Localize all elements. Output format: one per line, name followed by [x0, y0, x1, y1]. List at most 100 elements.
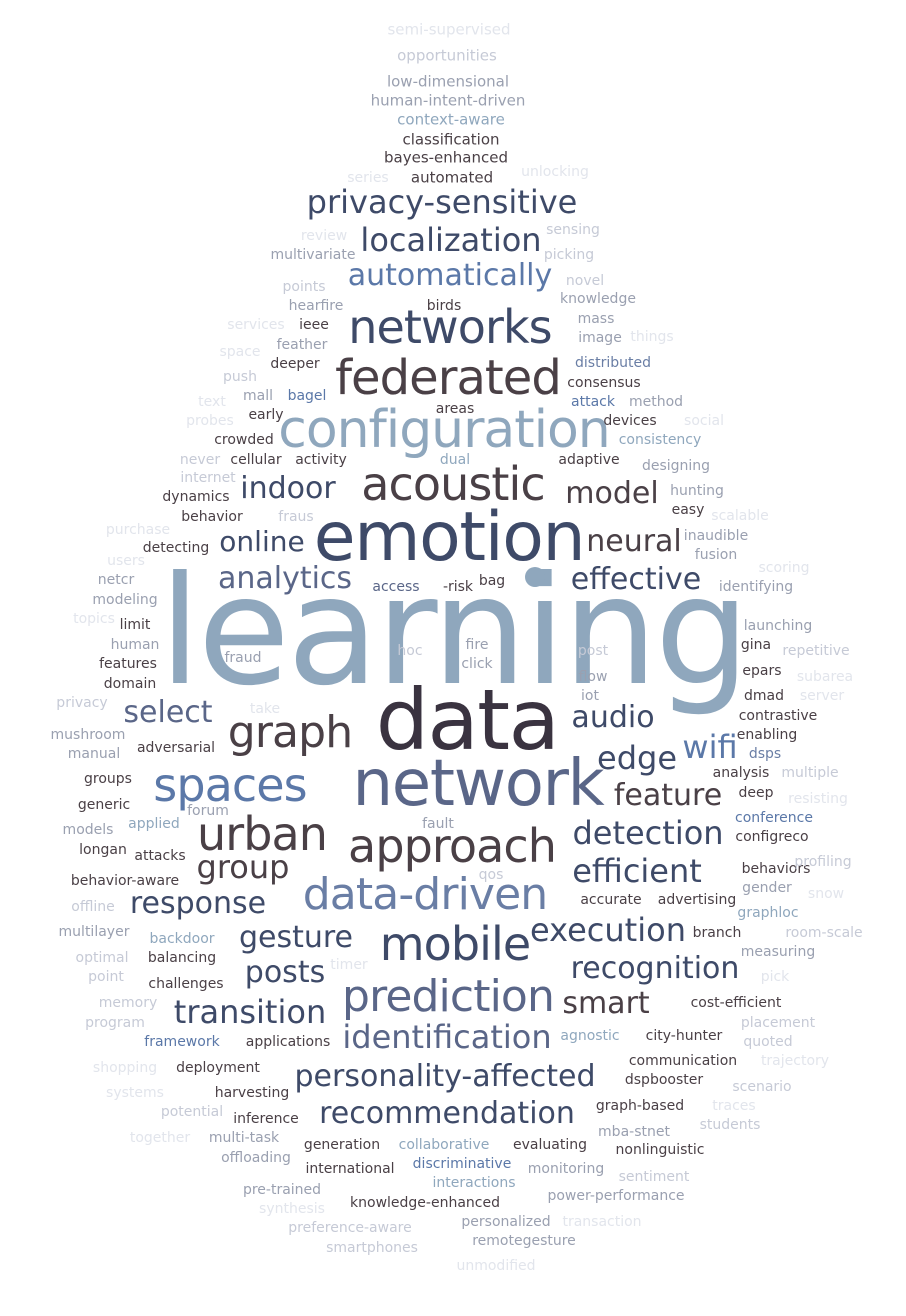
word-power-performance: power-performance — [547, 1188, 685, 1204]
word-human: human — [110, 637, 160, 653]
word-sentiment: sentiment — [618, 1169, 690, 1185]
word-potential: potential — [160, 1104, 224, 1120]
word-recommendation: recommendation — [319, 1096, 575, 1131]
word-effective: effective — [570, 562, 702, 597]
word-consistency: consistency — [618, 432, 702, 448]
word-scenario: scenario — [732, 1079, 792, 1095]
word-mba-stnet: mba-stnet — [598, 1124, 670, 1140]
word-risk: -risk — [442, 579, 474, 595]
word-things: things — [630, 329, 674, 345]
word-transition: transition — [173, 993, 327, 1031]
word-scalable: scalable — [711, 508, 769, 524]
word-discriminative: discriminative — [412, 1156, 512, 1172]
word-internet: internet — [180, 470, 236, 486]
word-posts: posts — [244, 955, 326, 990]
word-identification: identification — [342, 1018, 552, 1056]
word-challenges: challenges — [148, 976, 224, 992]
word-group: group — [196, 848, 290, 886]
word-localization: localization — [360, 221, 542, 259]
word-gina: gina — [740, 637, 772, 653]
word-collaborative: collaborative — [398, 1137, 490, 1153]
word-analysis: analysis — [712, 765, 770, 781]
word-image: image — [578, 330, 622, 346]
word-click: click — [461, 656, 493, 672]
word-features: features — [99, 656, 157, 672]
word-bag: bag — [478, 573, 506, 589]
word-unmodified: unmodified — [456, 1258, 536, 1274]
word-behaviors: behaviors — [741, 861, 811, 877]
word-graphloc: graphloc — [737, 905, 799, 921]
word-low-dimensional: low-dimensional — [386, 72, 510, 91]
word-edge: edge — [597, 739, 677, 777]
word-deployment: deployment — [176, 1060, 260, 1076]
word-measuring: measuring — [740, 944, 816, 960]
word-opportunities: opportunities — [397, 46, 497, 65]
word-urban: urban — [196, 807, 328, 861]
word-room-scale: room-scale — [785, 925, 863, 941]
word-multiple: multiple — [781, 765, 839, 781]
word-domain: domain — [103, 676, 157, 692]
word-knowledge-enhanced: knowledge-enhanced — [350, 1195, 500, 1211]
word-limit: limit — [119, 617, 151, 633]
word-scoring: scoring — [758, 560, 810, 576]
word-mushroom: mushroom — [50, 727, 126, 743]
word-attacks: attacks — [134, 848, 186, 864]
word-graph-based: graph-based — [595, 1098, 685, 1114]
word-never: never — [179, 452, 221, 468]
word-multilayer: multilayer — [58, 924, 130, 940]
word-modeling: modeling — [92, 592, 158, 608]
word-configuration: configuration — [278, 400, 610, 460]
word-traces: traces — [712, 1098, 756, 1114]
word-fault: fault — [422, 816, 454, 832]
word-point: point — [88, 969, 124, 985]
word-semi-supervised: semi-supervised — [387, 20, 511, 39]
word-text: text — [198, 394, 226, 410]
word-series: series — [347, 170, 389, 186]
word-areas: areas — [435, 401, 475, 417]
word-designing: designing — [641, 458, 711, 474]
word-crowded: crowded — [214, 432, 274, 448]
word-execution: execution — [530, 911, 686, 949]
word-mobile: mobile — [379, 917, 531, 971]
word-human-intent-driven: human-intent-driven — [370, 91, 526, 110]
word-hunting: hunting — [670, 483, 724, 499]
word-networks: networks — [348, 300, 552, 354]
word-launching: launching — [743, 618, 813, 634]
word-post: post — [577, 643, 609, 659]
word-remotegesture: remotegesture — [472, 1233, 576, 1249]
word-response: response — [129, 886, 267, 921]
word-cellular: cellular — [230, 452, 282, 468]
word-generation: generation — [303, 1137, 381, 1153]
word-probes: probes — [186, 413, 234, 429]
word-unlocking: unlocking — [521, 164, 589, 180]
word-purchase: purchase — [105, 522, 171, 538]
word-push: push — [223, 369, 257, 385]
word-bayes-enhanced: bayes-enhanced — [384, 148, 508, 167]
word-advertising: advertising — [657, 892, 737, 908]
word-city-hunter: city-hunter — [645, 1028, 723, 1044]
word-fraud: fraud — [224, 650, 262, 666]
word-adaptive: adaptive — [558, 452, 620, 468]
word-server: server — [799, 688, 845, 704]
word-balancing: balancing — [147, 950, 217, 966]
word-data: data — [375, 671, 560, 769]
word-space: space — [219, 344, 261, 360]
word-conference: conference — [735, 810, 813, 826]
word-review: review — [300, 228, 348, 244]
word-gender: gender — [742, 880, 792, 896]
word-cost-efficient: cost-efficient — [690, 995, 782, 1011]
word-select: select — [123, 695, 213, 730]
word-graph: graph — [227, 707, 353, 758]
word-federated: federated — [335, 350, 562, 406]
word-approach: approach — [348, 819, 557, 873]
word-repetitive: repetitive — [782, 643, 850, 659]
word-models: models — [62, 822, 114, 838]
word-communication: communication — [628, 1053, 738, 1069]
word-deeper: deeper — [270, 356, 320, 372]
word-services: services — [227, 317, 285, 333]
word-access: access — [372, 579, 420, 595]
word-recognition: recognition — [570, 951, 740, 986]
word-picking: picking — [543, 247, 595, 263]
word-feature: feature — [613, 778, 723, 813]
word-nonlinguistic: nonlinguistic — [615, 1142, 705, 1158]
